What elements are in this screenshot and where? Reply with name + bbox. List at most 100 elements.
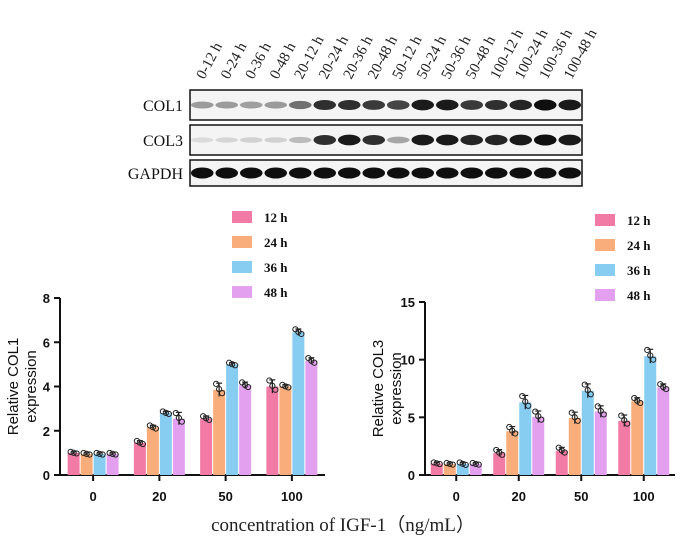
data-point: [462, 461, 469, 469]
data-point: [449, 461, 456, 468]
blot-band: [264, 167, 288, 179]
y-axis-label: Relative COL1expression: [5, 338, 40, 436]
data-point: [525, 402, 532, 409]
data-point: [152, 425, 159, 432]
data-point: [647, 352, 654, 359]
data-point: [532, 408, 539, 415]
data-point: [535, 413, 542, 420]
bar: [519, 402, 532, 475]
data-point: [624, 420, 631, 427]
data-point: [229, 361, 236, 368]
blot-band: [509, 99, 533, 111]
legend-swatch: [595, 264, 615, 276]
x-tick-label: 50: [218, 489, 232, 504]
blot-band: [509, 134, 533, 146]
bar: [657, 387, 670, 475]
data-point: [112, 451, 119, 458]
data-point: [571, 414, 578, 421]
blot-band: [435, 167, 459, 179]
data-point: [650, 356, 657, 363]
data-point: [165, 410, 172, 418]
data-point: [285, 384, 292, 391]
bar: [305, 361, 318, 475]
data-point: [433, 460, 440, 467]
bar: [172, 418, 185, 475]
x-tick-label: 100: [633, 489, 655, 504]
data-point: [86, 451, 93, 458]
bar: [292, 332, 305, 475]
legend-label: 36 h: [264, 260, 288, 275]
data-point: [93, 449, 100, 457]
y-tick-label: 10: [401, 353, 415, 368]
blot-band: [264, 137, 288, 143]
bar: [618, 420, 631, 475]
legend-swatch: [595, 214, 615, 226]
bar: [568, 417, 581, 475]
data-point: [203, 415, 210, 422]
x-tick-label: 20: [512, 489, 526, 504]
blot-band: [558, 167, 582, 179]
legend-label: 48 h: [627, 288, 651, 303]
bar: [506, 431, 519, 475]
blot-band: [239, 167, 263, 179]
data-point: [232, 362, 239, 369]
legend-swatch: [232, 211, 252, 223]
x-tick-label: 100: [281, 489, 303, 504]
data-point: [594, 403, 601, 410]
bar: [555, 450, 568, 475]
blot-band: [239, 137, 263, 143]
blot-band: [313, 167, 337, 179]
col3-bar-chart: 0 5 10 15 Relative COL3expression 0 20 50 100 12 …: [370, 213, 675, 504]
data-point: [509, 427, 516, 434]
data-point: [621, 417, 628, 424]
data-point: [109, 450, 116, 457]
bar: [159, 413, 172, 475]
data-point: [597, 407, 604, 415]
data-point: [216, 386, 223, 393]
data-point: [522, 398, 529, 405]
blot-band: [558, 99, 582, 111]
blot-band: [460, 134, 484, 146]
data-point: [519, 393, 526, 400]
blot-band: [313, 134, 337, 146]
bar: [239, 385, 252, 475]
data-point: [574, 417, 581, 424]
data-point: [459, 460, 466, 467]
blot-band: [460, 167, 484, 179]
blot-band: [411, 134, 435, 146]
y-axis-label: Relative COL3expression: [370, 340, 405, 438]
blot-band: [362, 167, 386, 179]
data-point: [587, 391, 594, 398]
data-point: [581, 381, 588, 388]
data-point: [70, 449, 77, 456]
legend-label: 24 h: [627, 238, 651, 253]
data-point: [660, 383, 667, 391]
blot-band: [362, 100, 386, 110]
x-tick-label: 0: [90, 489, 97, 504]
bar: [200, 418, 213, 475]
blot-band: [190, 137, 214, 143]
data-point: [469, 459, 476, 467]
blot-band: [337, 99, 361, 111]
data-point: [172, 409, 179, 417]
data-point: [226, 359, 233, 366]
col1-bar-chart: 0 2 4 6 8 Relative COL1expression 0 20 50 100 12 h…: [5, 210, 325, 504]
bar: [80, 453, 93, 475]
blot-row-label: GAPDH: [128, 166, 184, 183]
blot-band: [558, 134, 582, 146]
blot-band: [215, 101, 239, 109]
data-point: [600, 411, 607, 418]
legend-label: 48 h: [264, 285, 288, 300]
data-point: [136, 439, 143, 446]
data-point: [213, 380, 220, 387]
blot-band: [288, 136, 312, 144]
data-point: [558, 447, 565, 454]
blot-band: [484, 134, 508, 146]
blot-band: [288, 167, 312, 179]
data-point: [456, 459, 463, 466]
blot-band: [509, 167, 533, 179]
blot-band: [484, 99, 508, 111]
y-tick-label: 2: [43, 424, 50, 439]
blot-band: [484, 167, 508, 179]
blot-band: [386, 136, 410, 144]
